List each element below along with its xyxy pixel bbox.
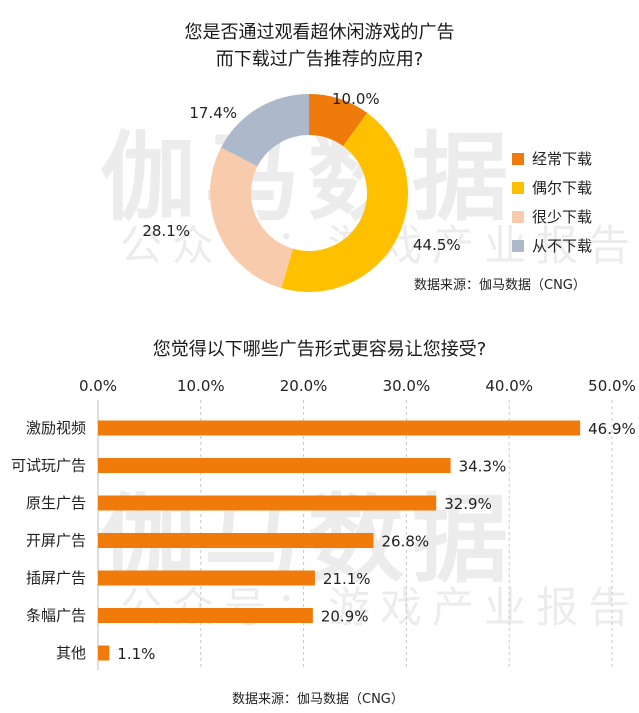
donut-source: 数据来源：伽马数据（CNG） (414, 278, 586, 293)
x-tick-label: 20.0% (280, 377, 328, 395)
legend-swatch (512, 210, 524, 223)
legend-swatch (512, 181, 524, 194)
x-tick-label: 0.0% (79, 377, 117, 395)
bar (98, 495, 437, 511)
bar-source: 数据来源：伽马数据（CNG） (232, 692, 404, 707)
category-label: 条幅广告 (26, 607, 86, 625)
legend-item: 很少下载 (512, 202, 592, 231)
legend-item: 偶尔下载 (512, 173, 592, 202)
donut-value-label: 44.5% (413, 236, 461, 254)
bar (98, 533, 374, 548)
category-label: 可试玩广告 (11, 457, 86, 475)
category-label: 原生广告 (26, 494, 86, 512)
donut-value-label: 28.1% (142, 222, 190, 240)
donut-title-line1: 您是否通过观看超休闲游戏的广告 (184, 22, 455, 43)
category-label: 插屏广告 (26, 569, 86, 587)
bar-value-label: 21.1% (323, 570, 371, 588)
legend-label: 从不下载 (532, 237, 593, 255)
bar-value-label: 46.9% (588, 420, 636, 438)
donut-value-label: 10.0% (332, 90, 380, 108)
bar (98, 458, 451, 473)
category-label: 开屏广告 (26, 532, 86, 550)
x-tick-label: 50.0% (588, 377, 636, 395)
bar (98, 608, 313, 623)
category-label: 激励视频 (26, 419, 86, 437)
bar-value-label: 26.8% (382, 533, 430, 551)
bar-value-label: 1.1% (117, 645, 155, 663)
category-label: 其他 (56, 644, 86, 662)
legend-label: 偶尔下载 (532, 179, 593, 197)
donut-slice-3 (209, 147, 293, 289)
donut-legend: 经常下载偶尔下载很少下载从不下载 (512, 144, 592, 260)
donut-slice-1 (309, 94, 368, 147)
bar (98, 645, 110, 661)
bar-value-label: 34.3% (459, 458, 507, 476)
donut-slice-2 (281, 112, 408, 292)
donut-chart: 10.0% 44.5% 28.1% 17.4% (142, 90, 461, 292)
bar-value-label: 32.9% (444, 495, 492, 513)
bar-title: 您觉得以下哪些广告形式更容易让您接受? (152, 339, 487, 360)
bar (98, 570, 315, 586)
legend-item: 从不下载 (512, 231, 592, 260)
legend-item: 经常下载 (512, 144, 592, 173)
bar (98, 420, 581, 436)
donut-slice-4 (221, 94, 309, 167)
legend-label: 很少下载 (532, 208, 593, 226)
legend-swatch (512, 239, 524, 252)
x-tick-label: 30.0% (383, 377, 431, 395)
x-tick-label: 10.0% (177, 377, 225, 395)
donut-title-line2: 而下载过广告推荐的应用? (215, 49, 424, 70)
bar-value-label: 20.9% (321, 608, 369, 626)
legend-label: 经常下载 (532, 150, 593, 168)
x-tick-label: 40.0% (485, 377, 533, 395)
donut-value-label: 17.4% (189, 104, 237, 122)
legend-swatch (512, 152, 524, 165)
